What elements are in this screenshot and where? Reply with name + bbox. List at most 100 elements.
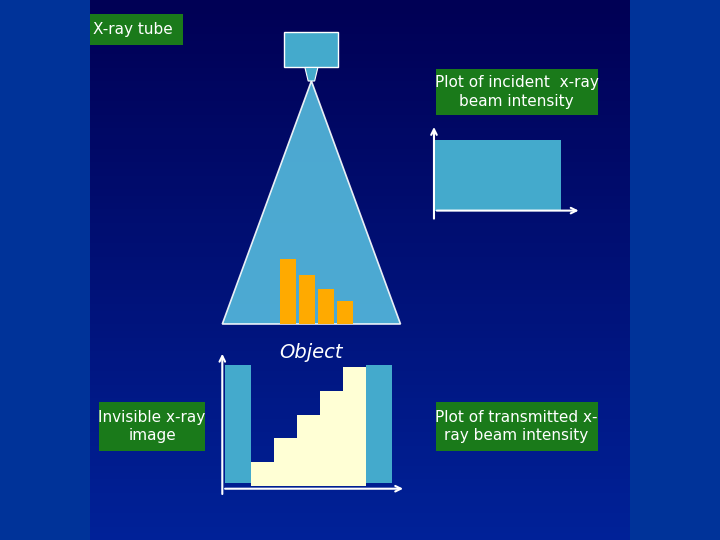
Bar bbox=[99, 402, 204, 451]
Bar bbox=[90, 459, 630, 465]
Bar bbox=[90, 324, 630, 330]
Polygon shape bbox=[222, 81, 400, 324]
Bar bbox=[318, 289, 334, 324]
Bar bbox=[90, 276, 630, 284]
Bar bbox=[90, 384, 630, 391]
Bar bbox=[90, 513, 630, 519]
Bar bbox=[90, 33, 630, 40]
Bar bbox=[343, 367, 366, 486]
Bar bbox=[90, 399, 630, 405]
Bar bbox=[90, 438, 630, 445]
Bar bbox=[90, 94, 630, 102]
Bar bbox=[337, 301, 353, 324]
Bar bbox=[90, 68, 630, 74]
Bar bbox=[90, 432, 630, 438]
Bar bbox=[90, 405, 630, 411]
Bar bbox=[436, 402, 598, 451]
Bar bbox=[90, 237, 630, 243]
Bar bbox=[90, 230, 630, 237]
Bar bbox=[90, 426, 630, 432]
Bar bbox=[90, 148, 630, 156]
Bar bbox=[90, 284, 630, 290]
Bar bbox=[90, 6, 630, 14]
Bar bbox=[90, 446, 630, 452]
Bar bbox=[297, 415, 320, 486]
Bar bbox=[90, 195, 630, 202]
Bar bbox=[90, 162, 630, 168]
Bar bbox=[90, 291, 630, 297]
Text: X-ray tube: X-ray tube bbox=[94, 22, 173, 37]
Bar bbox=[90, 249, 630, 256]
Bar bbox=[90, 330, 630, 338]
Bar bbox=[90, 87, 630, 94]
Bar bbox=[90, 115, 630, 122]
Bar bbox=[90, 60, 630, 68]
Bar bbox=[90, 141, 630, 149]
Bar bbox=[366, 364, 392, 483]
Bar bbox=[90, 20, 630, 27]
Text: Plot of incident  x-ray
beam intensity: Plot of incident x-ray beam intensity bbox=[435, 75, 598, 109]
Bar bbox=[284, 32, 338, 68]
Bar bbox=[90, 0, 630, 6]
Bar bbox=[90, 108, 630, 115]
Bar bbox=[90, 202, 630, 209]
Bar bbox=[436, 69, 598, 115]
Bar bbox=[90, 216, 630, 222]
Text: Object: Object bbox=[279, 343, 343, 362]
Bar bbox=[90, 168, 630, 176]
Bar bbox=[90, 526, 630, 533]
Polygon shape bbox=[305, 68, 318, 81]
Bar bbox=[90, 480, 630, 486]
Bar bbox=[90, 209, 630, 216]
Bar bbox=[90, 297, 630, 303]
Bar bbox=[90, 453, 630, 459]
Bar bbox=[90, 500, 630, 507]
Bar bbox=[90, 372, 630, 378]
Bar bbox=[90, 519, 630, 526]
Bar bbox=[251, 462, 274, 486]
Bar bbox=[90, 122, 630, 128]
Bar bbox=[90, 507, 630, 513]
Bar bbox=[280, 259, 297, 324]
Bar bbox=[90, 256, 630, 263]
Bar bbox=[90, 378, 630, 384]
Bar bbox=[90, 176, 630, 183]
Bar bbox=[90, 156, 630, 162]
Text: Plot of transmitted x-
ray beam intensity: Plot of transmitted x- ray beam intensit… bbox=[436, 410, 598, 443]
Bar bbox=[90, 102, 630, 108]
Bar bbox=[320, 391, 343, 486]
Bar bbox=[90, 392, 630, 398]
Bar bbox=[90, 243, 630, 249]
Bar bbox=[90, 317, 630, 324]
Bar bbox=[90, 183, 630, 189]
Bar bbox=[274, 438, 297, 486]
Bar bbox=[90, 222, 630, 230]
Bar bbox=[90, 189, 630, 195]
Bar bbox=[225, 364, 251, 483]
Bar bbox=[90, 270, 630, 276]
Bar bbox=[90, 357, 630, 364]
Bar bbox=[90, 411, 630, 418]
Bar bbox=[90, 364, 630, 372]
Bar bbox=[90, 338, 630, 345]
Bar bbox=[84, 14, 183, 45]
Bar bbox=[90, 345, 630, 351]
Bar bbox=[90, 47, 630, 54]
Bar bbox=[90, 81, 630, 87]
Bar bbox=[90, 534, 630, 540]
Bar bbox=[90, 54, 630, 60]
Bar bbox=[90, 135, 630, 141]
Bar bbox=[90, 40, 630, 47]
Bar bbox=[90, 263, 630, 270]
Bar bbox=[90, 128, 630, 135]
Bar bbox=[299, 275, 315, 324]
Bar bbox=[90, 472, 630, 480]
Bar bbox=[90, 27, 630, 33]
Text: Invisible x-ray
image: Invisible x-ray image bbox=[99, 410, 206, 443]
Bar bbox=[434, 140, 561, 211]
Bar bbox=[90, 303, 630, 310]
Bar bbox=[90, 310, 630, 317]
Bar bbox=[90, 492, 630, 500]
Bar bbox=[90, 465, 630, 472]
Bar bbox=[90, 351, 630, 357]
